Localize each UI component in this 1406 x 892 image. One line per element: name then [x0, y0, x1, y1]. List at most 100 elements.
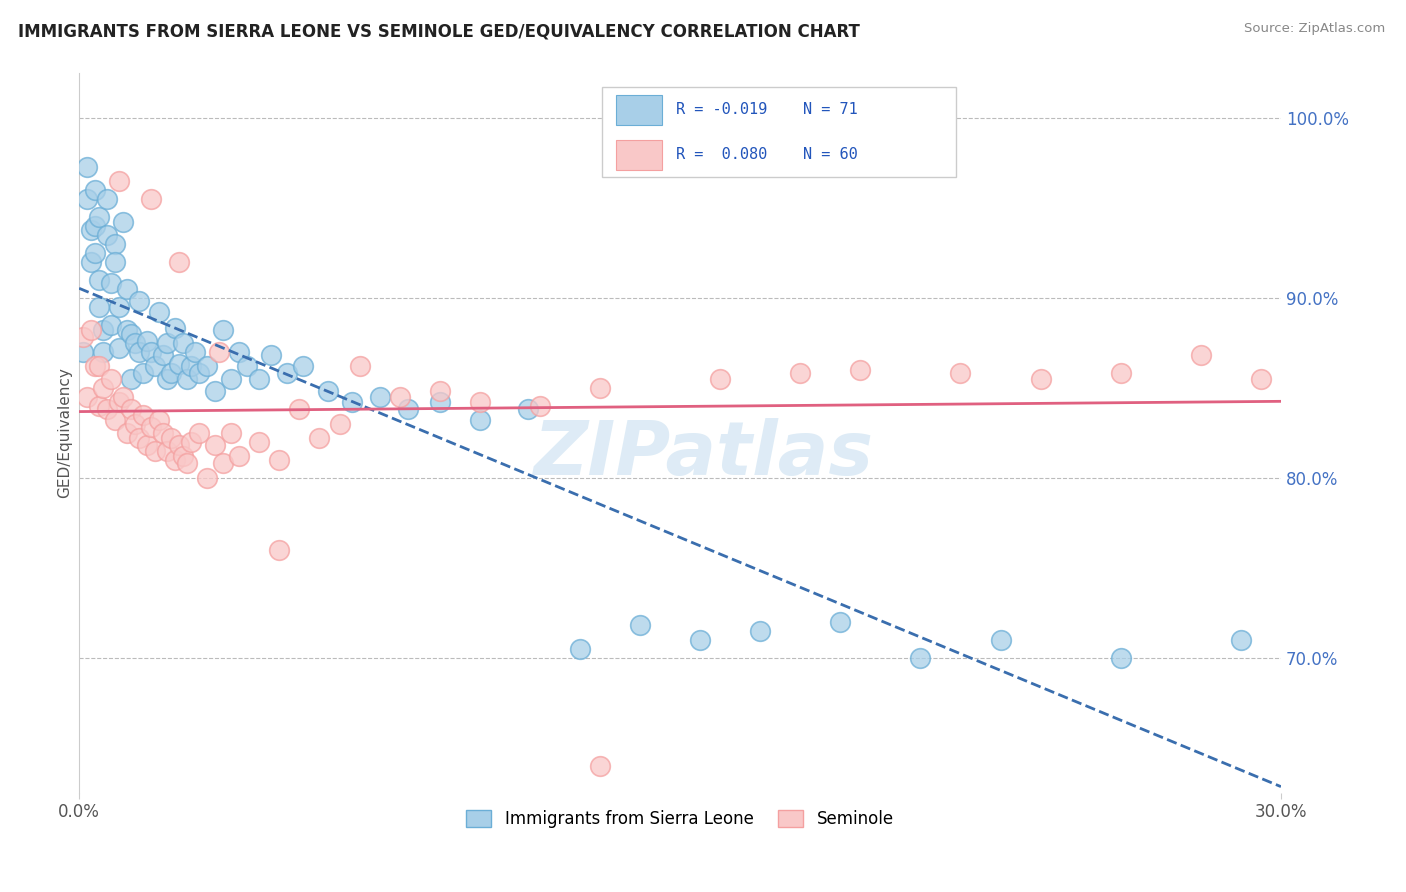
Point	[143, 443, 166, 458]
FancyBboxPatch shape	[602, 87, 956, 178]
Point	[108, 174, 131, 188]
Point	[104, 255, 127, 269]
Point	[148, 305, 170, 319]
Point	[112, 215, 135, 229]
Point	[143, 359, 166, 374]
Point	[204, 384, 226, 399]
Point	[100, 372, 122, 386]
Point	[204, 438, 226, 452]
Point	[529, 399, 551, 413]
Point	[104, 413, 127, 427]
Point	[141, 420, 163, 434]
Point	[169, 255, 191, 269]
Point	[89, 273, 111, 287]
Point	[247, 434, 270, 449]
Point	[269, 452, 291, 467]
Point	[628, 618, 651, 632]
Point	[132, 408, 155, 422]
Point	[176, 372, 198, 386]
Point	[100, 318, 122, 332]
Point	[468, 395, 491, 409]
Point	[288, 402, 311, 417]
Point	[132, 367, 155, 381]
Point	[1230, 632, 1253, 647]
Point	[108, 341, 131, 355]
Point	[76, 390, 98, 404]
Point	[180, 434, 202, 449]
Text: N = 60: N = 60	[803, 147, 858, 162]
Text: Source: ZipAtlas.com: Source: ZipAtlas.com	[1244, 22, 1385, 36]
Point	[292, 359, 315, 374]
Point	[152, 348, 174, 362]
Point	[236, 359, 259, 374]
Point	[208, 344, 231, 359]
Y-axis label: GED/Equivalency: GED/Equivalency	[58, 368, 72, 499]
Point	[188, 425, 211, 440]
Point	[429, 395, 451, 409]
Point	[91, 381, 114, 395]
Point	[72, 330, 94, 344]
Bar	[616, 140, 662, 170]
Point	[308, 431, 330, 445]
Point	[89, 399, 111, 413]
Point	[115, 282, 138, 296]
Text: ZIPatlas: ZIPatlas	[534, 418, 875, 491]
Point	[1029, 372, 1052, 386]
Point	[72, 344, 94, 359]
Point	[89, 300, 111, 314]
Point	[184, 344, 207, 359]
Point	[990, 632, 1012, 647]
Point	[160, 367, 183, 381]
Point	[141, 344, 163, 359]
Point	[221, 372, 243, 386]
Point	[568, 641, 591, 656]
Point	[100, 277, 122, 291]
Point	[228, 449, 250, 463]
Point	[689, 632, 711, 647]
Point	[340, 395, 363, 409]
Point	[104, 236, 127, 251]
Point	[120, 372, 142, 386]
Point	[172, 449, 194, 463]
Point	[91, 323, 114, 337]
Point	[388, 390, 411, 404]
Point	[368, 390, 391, 404]
Point	[91, 344, 114, 359]
Point	[96, 402, 118, 417]
Point	[516, 402, 538, 417]
Point	[1250, 372, 1272, 386]
Point	[76, 192, 98, 206]
Point	[152, 425, 174, 440]
Point	[709, 372, 731, 386]
Point	[80, 222, 103, 236]
Point	[349, 359, 371, 374]
Point	[156, 372, 179, 386]
Point	[128, 431, 150, 445]
Point	[96, 192, 118, 206]
Point	[165, 321, 187, 335]
Point	[115, 323, 138, 337]
Point	[260, 348, 283, 362]
Point	[789, 367, 811, 381]
Point	[589, 758, 612, 772]
Point	[156, 443, 179, 458]
Point	[160, 431, 183, 445]
Point	[1189, 348, 1212, 362]
Point	[80, 323, 103, 337]
Point	[328, 417, 350, 431]
Point	[589, 381, 612, 395]
Point	[195, 471, 218, 485]
Point	[165, 452, 187, 467]
Point	[120, 326, 142, 341]
Point	[1109, 367, 1132, 381]
Point	[212, 323, 235, 337]
Point	[84, 359, 107, 374]
Point	[169, 438, 191, 452]
Point	[76, 160, 98, 174]
Point	[276, 367, 298, 381]
Point	[108, 395, 131, 409]
Point	[749, 624, 772, 638]
Point	[830, 615, 852, 629]
Point	[188, 367, 211, 381]
Point	[269, 542, 291, 557]
